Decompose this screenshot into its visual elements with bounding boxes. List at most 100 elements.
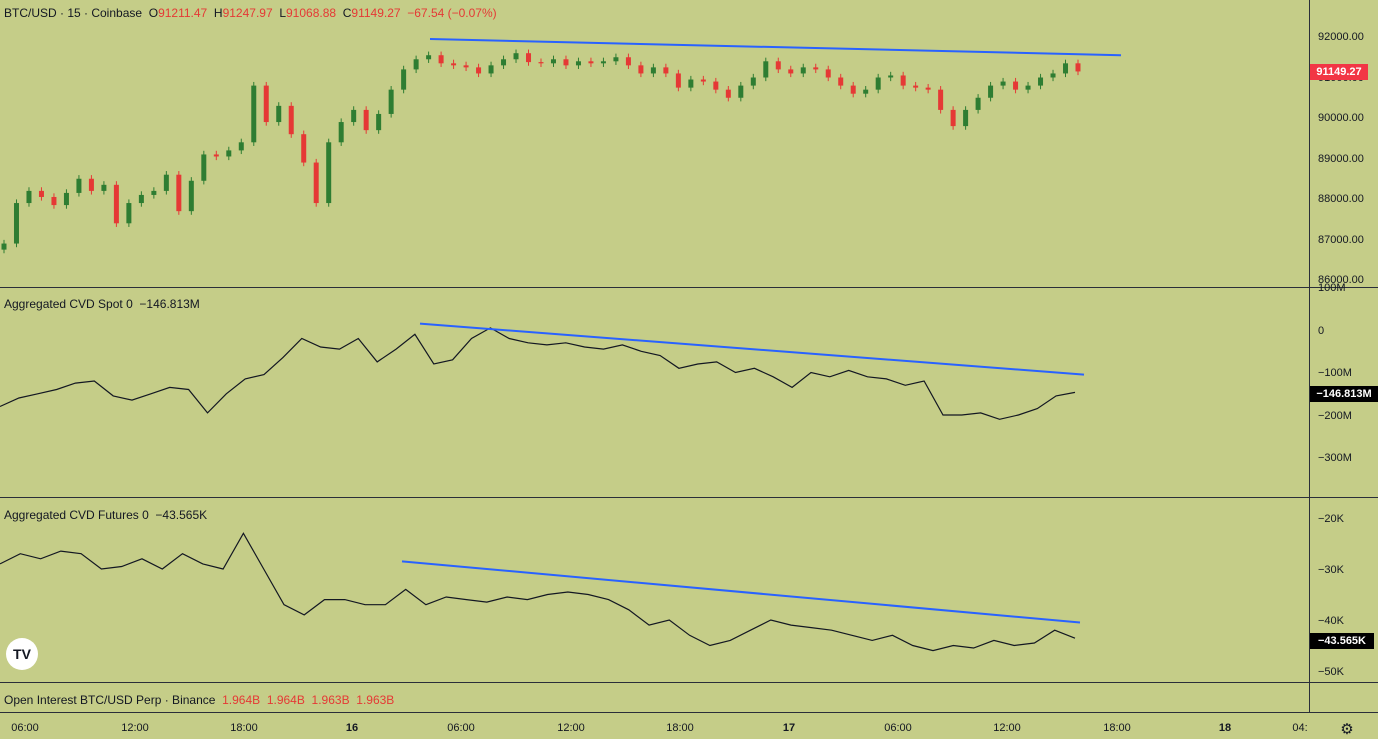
symbol-label[interactable]: BTC/USD · 15 · Coinbase — [4, 6, 143, 20]
price-axis-label: 86000.00 — [1318, 274, 1364, 286]
candle-body — [875, 77, 881, 90]
time-axis-label: 16 — [345, 722, 359, 734]
candle-body — [288, 105, 294, 135]
candle-body — [625, 57, 631, 66]
time-axis-label: 06:00 — [11, 722, 39, 734]
high-label: H — [213, 6, 223, 20]
candle-body — [238, 142, 244, 151]
cvd-futures-line — [0, 532, 1076, 652]
candle-body — [638, 65, 644, 74]
candle-body — [738, 85, 744, 98]
oi-value: 1.963B — [356, 693, 395, 707]
candle-body — [251, 85, 257, 143]
candle-body — [688, 79, 694, 88]
candle-body — [1025, 85, 1031, 90]
spot-axis-label: −100M — [1318, 367, 1352, 379]
futures-axis-label: −20K — [1318, 513, 1344, 525]
candle-body — [538, 62, 544, 64]
candle-body — [663, 67, 669, 74]
candle-body — [1, 243, 7, 250]
candle-body — [750, 77, 756, 86]
candle-body — [151, 190, 157, 195]
futures-axis-label: −30K — [1318, 564, 1344, 576]
candle-body — [376, 113, 382, 131]
futures-last-tag: −43.565K — [1310, 633, 1374, 649]
candle-body — [176, 174, 182, 212]
low-value: 91068.88 — [286, 6, 337, 20]
candle-body — [213, 154, 219, 157]
last-price-tag: 91149.27 — [1310, 64, 1368, 80]
candle-body — [388, 89, 394, 114]
candle-body — [488, 65, 494, 74]
spot-last-tag: −146.813M — [1310, 386, 1378, 402]
candle-body — [426, 55, 432, 60]
oi-value: 1.964B — [266, 693, 305, 707]
high-value: 91247.97 — [222, 6, 273, 20]
candle-body — [725, 89, 731, 98]
trendline — [429, 38, 1122, 57]
candle-body — [975, 97, 981, 110]
time-axis-label: 12:00 — [121, 722, 149, 734]
futures-axis-label: −50K — [1318, 666, 1344, 678]
candle-body — [76, 178, 82, 193]
time-axis-label: 18:00 — [230, 722, 258, 734]
candle-body — [950, 109, 956, 127]
candle-body — [38, 190, 44, 197]
change-value: −67.54 (−0.07%) — [407, 6, 497, 20]
spot-axis-label: −200M — [1318, 410, 1352, 422]
price-legend: BTC/USD · 15 · Coinbase O91211.47 H91247… — [4, 6, 497, 20]
candle-body — [763, 61, 769, 78]
trendline — [419, 322, 1085, 376]
candle-body — [263, 85, 269, 123]
pane-divider[interactable] — [0, 287, 1378, 288]
spot-value: −146.813M — [139, 297, 200, 311]
time-axis-label: 18 — [1218, 722, 1232, 734]
candle-body — [863, 89, 869, 94]
candle-body — [1063, 63, 1069, 74]
spot-axis-label: −300M — [1318, 452, 1352, 464]
price-axis-label: 88000.00 — [1318, 193, 1364, 205]
price-axis-label: 90000.00 — [1318, 112, 1364, 124]
pane-divider[interactable] — [0, 682, 1378, 683]
price-axis-label: 87000.00 — [1318, 234, 1364, 246]
time-axis-divider — [0, 712, 1378, 713]
candle-body — [1000, 81, 1006, 86]
time-axis-label: 18:00 — [666, 722, 694, 734]
candle-body — [575, 61, 581, 66]
candle-body — [476, 67, 482, 74]
candle-body — [363, 109, 369, 131]
tradingview-logo[interactable]: TV — [6, 638, 38, 670]
candle-body — [588, 61, 594, 64]
candle-body — [463, 65, 469, 68]
chart-canvas[interactable] — [0, 0, 1309, 712]
candle-body — [88, 178, 94, 191]
candle-body — [501, 59, 507, 66]
oi-legend: Open Interest BTC/USD Perp · Binance 1.9… — [4, 693, 394, 707]
candle-body — [26, 190, 32, 204]
candle-body — [713, 81, 719, 90]
spot-title[interactable]: Aggregated CVD Spot 0 — [4, 297, 133, 311]
price-axis-label: 89000.00 — [1318, 153, 1364, 165]
candle-body — [201, 154, 207, 181]
trendline — [401, 560, 1081, 624]
candle-body — [63, 192, 69, 206]
pane-divider[interactable] — [0, 497, 1378, 498]
close-label: C — [342, 6, 352, 20]
oi-value: 1.964B — [222, 693, 261, 707]
candle-body — [938, 89, 944, 110]
gear-icon[interactable]: ⚙ — [1340, 721, 1354, 738]
candle-body — [600, 61, 606, 64]
futures-title[interactable]: Aggregated CVD Futures 0 — [4, 508, 149, 522]
candle-body — [988, 85, 994, 98]
candle-body — [401, 69, 407, 90]
futures-value: −43.565K — [155, 508, 208, 522]
candle-body — [276, 105, 282, 123]
open-value: 91211.47 — [158, 6, 208, 20]
time-axis-label: 18:00 — [1103, 722, 1131, 734]
oi-title[interactable]: Open Interest BTC/USD Perp · Binance — [4, 693, 216, 707]
candle-body — [613, 57, 619, 62]
candle-body — [788, 69, 794, 74]
spot-legend: Aggregated CVD Spot 0 −146.813M — [4, 297, 200, 311]
candle-body — [850, 85, 856, 94]
time-axis-label: 12:00 — [993, 722, 1021, 734]
